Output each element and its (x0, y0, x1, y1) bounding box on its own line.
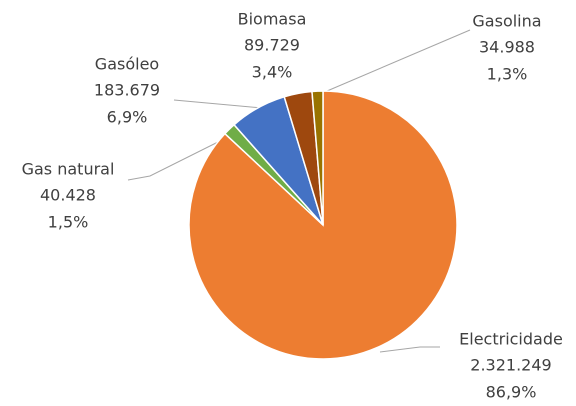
pie (188, 90, 458, 360)
leader-line (127, 134, 233, 181)
percent-label: 1,3% (487, 65, 528, 84)
category-label: Biomasa (238, 10, 307, 29)
category-label: Electricidade (459, 330, 563, 349)
pie-slice (311, 90, 324, 226)
category-label: Gas natural (22, 160, 115, 179)
value-label: 40.428 (40, 186, 96, 205)
category-label: Gasóleo (95, 55, 159, 74)
percent-label: 86,9% (486, 383, 537, 402)
leader-line (379, 346, 440, 353)
value-label: 183.679 (94, 81, 160, 100)
labels: Electricidade 2.321.249 86,9% Gas natural 40… (22, 10, 563, 402)
category-label: Gasolina (472, 12, 541, 31)
value-label: 34.988 (479, 38, 535, 57)
leader-line (319, 29, 471, 95)
percent-label: 3,4% (252, 63, 293, 82)
value-label: 89.729 (244, 36, 300, 55)
percent-label: 1,5% (48, 213, 89, 232)
percent-label: 6,9% (107, 108, 148, 127)
leader-line (173, 99, 263, 109)
value-label: 2.321.249 (470, 356, 551, 375)
